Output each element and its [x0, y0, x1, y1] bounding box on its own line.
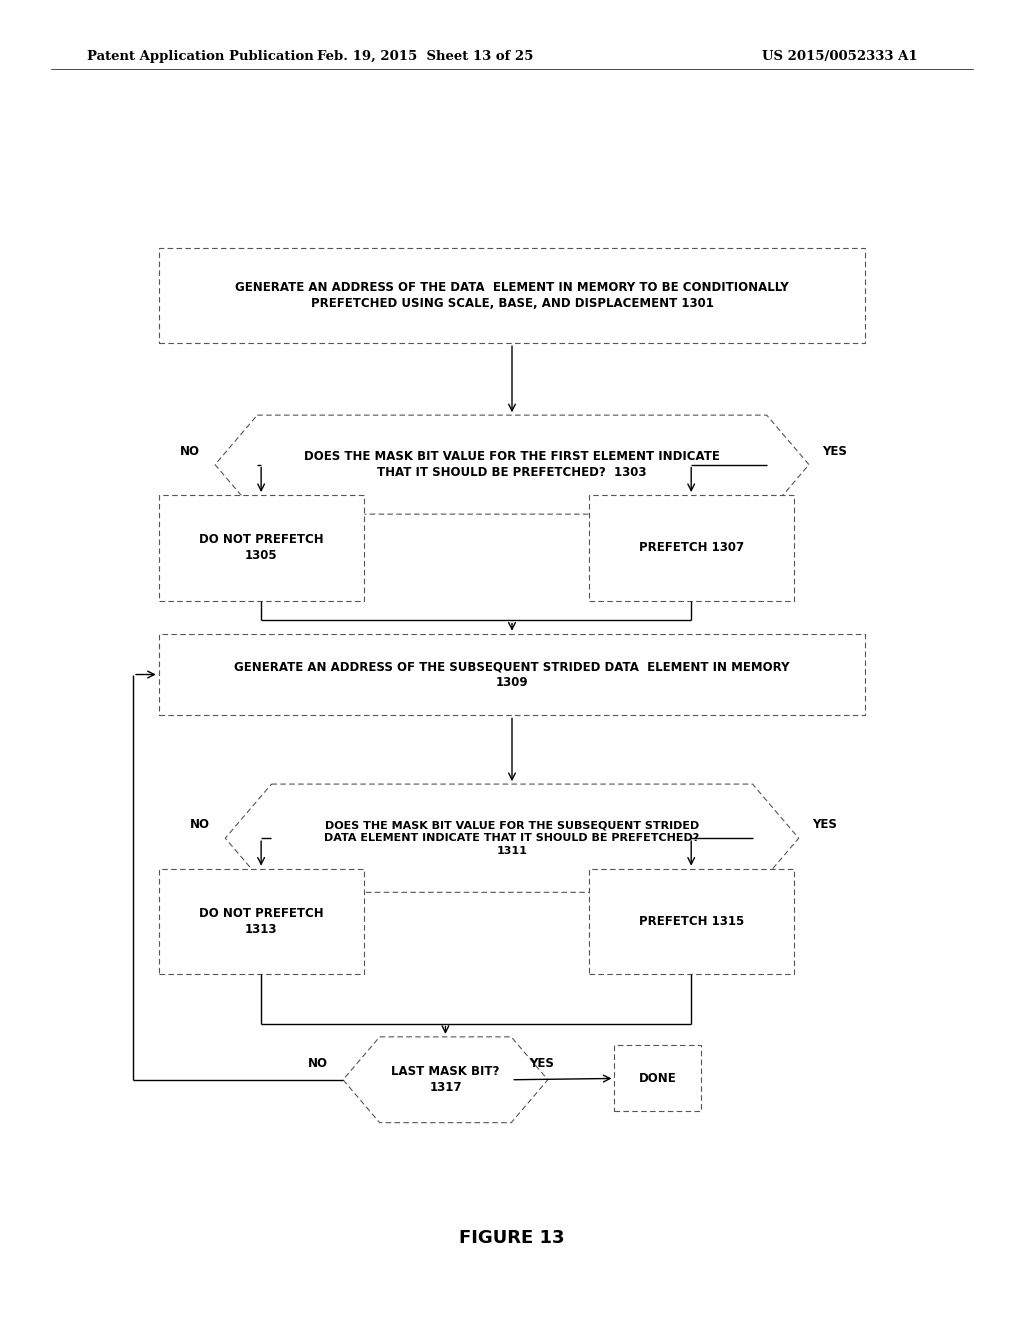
Text: GENERATE AN ADDRESS OF THE DATA  ELEMENT IN MEMORY TO BE CONDITIONALLY
PREFETCHE: GENERATE AN ADDRESS OF THE DATA ELEMENT …	[236, 281, 788, 310]
Text: Patent Application Publication: Patent Application Publication	[87, 50, 313, 63]
Polygon shape	[215, 414, 809, 513]
Text: FIGURE 13: FIGURE 13	[459, 1229, 565, 1247]
FancyBboxPatch shape	[589, 869, 794, 974]
FancyBboxPatch shape	[159, 869, 364, 974]
Text: GENERATE AN ADDRESS OF THE SUBSEQUENT STRIDED DATA  ELEMENT IN MEMORY
1309: GENERATE AN ADDRESS OF THE SUBSEQUENT ST…	[234, 660, 790, 689]
Text: LAST MASK BIT?
1317: LAST MASK BIT? 1317	[391, 1065, 500, 1094]
Text: NO: NO	[307, 1057, 328, 1071]
Polygon shape	[343, 1038, 548, 1122]
FancyBboxPatch shape	[589, 495, 794, 601]
Text: Feb. 19, 2015  Sheet 13 of 25: Feb. 19, 2015 Sheet 13 of 25	[316, 50, 534, 63]
Text: US 2015/0052333 A1: US 2015/0052333 A1	[762, 50, 918, 63]
Text: YES: YES	[529, 1057, 554, 1071]
Polygon shape	[225, 784, 799, 892]
FancyBboxPatch shape	[159, 248, 865, 343]
Text: DONE: DONE	[639, 1072, 677, 1085]
Text: DO NOT PREFETCH
1305: DO NOT PREFETCH 1305	[199, 533, 324, 562]
Text: DOES THE MASK BIT VALUE FOR THE SUBSEQUENT STRIDED
DATA ELEMENT INDICATE THAT IT: DOES THE MASK BIT VALUE FOR THE SUBSEQUE…	[325, 821, 699, 855]
FancyBboxPatch shape	[614, 1045, 701, 1111]
Text: NO: NO	[189, 818, 210, 832]
Text: NO: NO	[179, 445, 200, 458]
FancyBboxPatch shape	[159, 634, 865, 715]
Text: DOES THE MASK BIT VALUE FOR THE FIRST ELEMENT INDICATE
THAT IT SHOULD BE PREFETC: DOES THE MASK BIT VALUE FOR THE FIRST EL…	[304, 450, 720, 479]
Text: PREFETCH 1307: PREFETCH 1307	[639, 541, 743, 554]
Text: PREFETCH 1315: PREFETCH 1315	[639, 915, 743, 928]
Text: YES: YES	[822, 445, 847, 458]
Text: DO NOT PREFETCH
1313: DO NOT PREFETCH 1313	[199, 907, 324, 936]
FancyBboxPatch shape	[159, 495, 364, 601]
Text: YES: YES	[812, 818, 837, 832]
